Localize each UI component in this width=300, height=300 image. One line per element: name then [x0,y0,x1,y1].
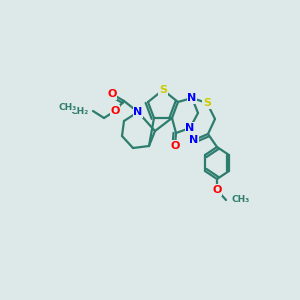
Text: N: N [134,107,142,117]
Text: N: N [185,123,195,133]
Text: O: O [107,89,117,99]
Text: O: O [212,185,222,195]
Text: CH₃: CH₃ [59,103,77,112]
Text: CH₃: CH₃ [231,196,249,205]
Text: O: O [110,106,120,116]
Text: S: S [159,85,167,95]
Text: N: N [189,135,199,145]
Text: N: N [188,93,196,103]
Text: O: O [170,141,180,151]
Text: CH₂: CH₂ [71,106,89,116]
Text: S: S [203,98,211,108]
